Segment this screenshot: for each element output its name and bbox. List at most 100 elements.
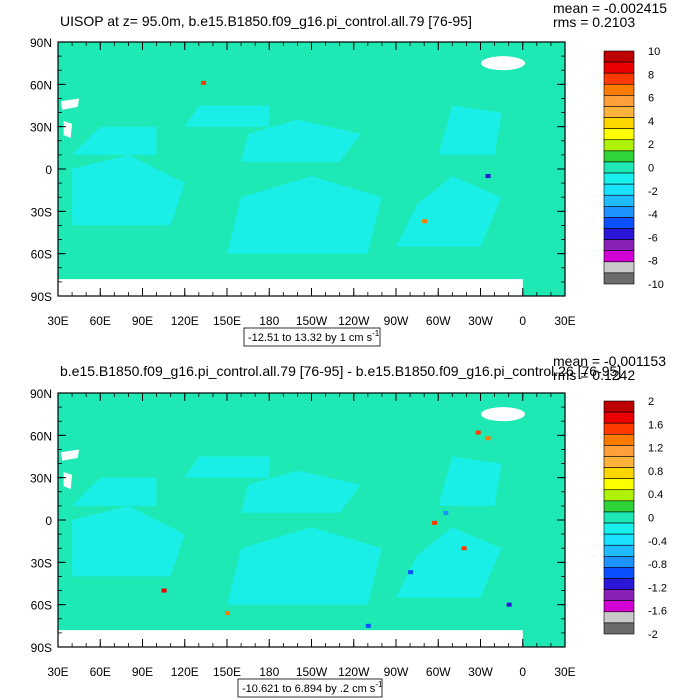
anomaly-spot	[408, 570, 414, 575]
y-tick-label: 60N	[30, 429, 52, 443]
colorbar-swatch	[603, 544, 635, 557]
ocean-cyan-patch	[438, 105, 502, 155]
ocean-cyan-patch	[72, 126, 157, 155]
ocean-cyan-patch	[72, 477, 157, 506]
x-tick-label: 30E	[47, 314, 68, 328]
anomaly-spot	[443, 510, 449, 515]
anomaly-spot	[475, 430, 481, 435]
mean-label: mean = -0.001153	[553, 353, 666, 369]
anomaly-spot	[161, 588, 167, 593]
y-tick-label: 60N	[30, 78, 52, 92]
y-tick-label: 0	[45, 163, 52, 177]
colorbar-swatch	[603, 228, 635, 240]
colorbar-swatch	[603, 117, 635, 129]
colorbar-swatch	[603, 261, 635, 274]
colorbar-swatch	[603, 183, 635, 196]
colorbar-label: -8	[648, 256, 658, 268]
island-mask	[63, 121, 73, 138]
colorbar-swatch	[603, 489, 635, 502]
greenland-mask	[481, 56, 526, 71]
colorbar-swatch	[603, 239, 635, 252]
colorbar-label: 10	[648, 46, 660, 58]
x-tick-label: 180	[259, 665, 279, 679]
colorbar-swatch	[603, 622, 635, 635]
colorbar-swatch	[603, 533, 635, 546]
colorbar-swatch	[603, 433, 635, 446]
colorbar-swatch	[603, 445, 635, 457]
ocean-cyan-patch	[184, 456, 270, 478]
colorbar-swatch	[603, 611, 635, 624]
rms-label: rms = 0.2103	[553, 14, 635, 30]
ocean-cyan-patch	[72, 154, 185, 226]
x-tick-label: 150W	[296, 665, 328, 679]
colorbar-swatch	[603, 589, 635, 602]
colorbar-swatch	[603, 150, 635, 163]
y-tick-label: 0	[45, 514, 52, 528]
colorbar-swatch	[603, 172, 635, 185]
colorbar-label: 6	[648, 93, 654, 105]
island-mask	[60, 98, 80, 110]
x-tick-label: 30W	[468, 314, 493, 328]
x-tick-label: 90E	[132, 314, 153, 328]
colorbar-label: -6	[648, 232, 658, 244]
y-tick-label: 90S	[31, 641, 52, 655]
greenland-mask	[481, 407, 526, 422]
x-tick-label: 0	[519, 665, 526, 679]
x-tick-label: 30E	[554, 314, 575, 328]
anomaly-spot	[461, 546, 467, 551]
colorbar-swatch	[603, 400, 635, 413]
mean-label: mean = -0.002415	[553, 0, 667, 16]
island-mask	[63, 472, 73, 489]
colorbar-swatch	[603, 61, 635, 74]
colorbar-label: 1.2	[648, 443, 663, 455]
colorbar-swatch	[603, 411, 635, 424]
colorbar-swatch	[603, 511, 635, 524]
colorbar-swatch	[603, 600, 635, 613]
x-tick-label: 0	[519, 314, 526, 328]
colorbar-label: 0	[648, 513, 654, 525]
colorbar-label: 4	[648, 116, 654, 128]
x-tick-label: 60W	[426, 665, 451, 679]
x-tick-label: 60W	[426, 314, 451, 328]
rms-label: rms = 0.1242	[553, 367, 635, 383]
contour-range-text: -10.621 to 6.894 by .2 cm s	[242, 683, 376, 695]
y-tick-label: 30N	[30, 472, 52, 486]
colorbar-swatch	[603, 522, 635, 535]
colorbar-swatch	[603, 106, 635, 118]
colorbar-swatch	[603, 456, 635, 468]
x-tick-label: 150E	[213, 665, 241, 679]
y-tick-label: 90S	[31, 290, 52, 304]
ocean-cyan-patch	[396, 527, 502, 598]
ocean-cyan-patch	[184, 105, 270, 127]
colorbar-label: 0.4	[648, 489, 663, 501]
ocean-cyan-patch	[72, 505, 185, 577]
y-tick-label: 90N	[30, 387, 52, 401]
y-tick-label: 30S	[31, 556, 52, 570]
colorbar-swatch	[603, 217, 635, 229]
colorbar-label: -0.4	[648, 536, 667, 548]
anomaly-spot	[485, 174, 491, 179]
colorbar-swatch	[603, 272, 635, 285]
x-tick-label: 120W	[338, 665, 370, 679]
colorbar-label: 8	[648, 69, 654, 81]
island-mask	[60, 449, 80, 461]
ocean-cyan-patch	[396, 176, 502, 247]
contour-range-units-exponent: -1	[372, 329, 380, 338]
anomaly-spot	[201, 80, 207, 85]
map-panel-1: 90N 60N 30N 0 30S 60S 90S 30E 60E 90E 120E 150E 180 1…	[15, 0, 667, 347]
colorbar-swatch	[603, 128, 635, 141]
x-tick-label: 90W	[384, 314, 409, 328]
colorbar-label: 0.8	[648, 466, 663, 478]
colorbar-label: 1.6	[648, 419, 663, 431]
colorbar-swatch	[603, 139, 635, 152]
colorbar-label: -0.8	[648, 559, 667, 571]
colorbar-swatch	[603, 556, 635, 568]
colorbar-swatch	[603, 250, 635, 263]
colorbar-swatch	[603, 206, 635, 218]
x-tick-label: 180	[259, 314, 279, 328]
colorbar-label: -10	[648, 279, 664, 291]
contour-range-box	[243, 327, 381, 347]
anomaly-spot	[506, 602, 512, 607]
x-tick-label: 30W	[468, 665, 493, 679]
colorbar-swatch	[603, 422, 635, 435]
